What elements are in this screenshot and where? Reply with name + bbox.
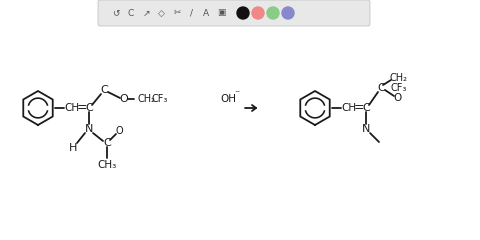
Text: CH₃: CH₃ bbox=[97, 160, 117, 170]
Text: CH₂: CH₂ bbox=[138, 94, 156, 104]
Text: =: = bbox=[77, 101, 87, 114]
Circle shape bbox=[282, 7, 294, 19]
Text: ⁻: ⁻ bbox=[234, 89, 240, 99]
Circle shape bbox=[252, 7, 264, 19]
Circle shape bbox=[237, 7, 249, 19]
Text: CH: CH bbox=[341, 103, 357, 113]
Text: ▣: ▣ bbox=[217, 8, 225, 18]
Text: CF₃: CF₃ bbox=[152, 94, 168, 104]
Text: N: N bbox=[362, 124, 370, 134]
Text: C: C bbox=[85, 103, 93, 113]
Text: C: C bbox=[377, 83, 385, 93]
Text: C: C bbox=[103, 138, 111, 148]
Text: ↗: ↗ bbox=[142, 8, 150, 18]
Text: =: = bbox=[354, 101, 364, 114]
Text: N: N bbox=[85, 124, 93, 134]
Text: CH: CH bbox=[64, 103, 80, 113]
Text: O: O bbox=[120, 94, 128, 104]
Text: ◇: ◇ bbox=[157, 8, 165, 18]
FancyBboxPatch shape bbox=[98, 0, 370, 26]
Text: C: C bbox=[362, 103, 370, 113]
Text: ✂: ✂ bbox=[173, 8, 181, 18]
Text: C: C bbox=[100, 85, 108, 95]
Text: /: / bbox=[191, 8, 193, 18]
Text: CH₂: CH₂ bbox=[390, 73, 408, 83]
Text: O: O bbox=[393, 93, 401, 103]
Text: OH: OH bbox=[220, 94, 236, 104]
Text: H: H bbox=[69, 143, 77, 153]
Circle shape bbox=[267, 7, 279, 19]
Text: CF₃: CF₃ bbox=[391, 83, 407, 93]
Text: C: C bbox=[128, 8, 134, 18]
Text: A: A bbox=[203, 8, 209, 18]
Text: O: O bbox=[115, 126, 123, 136]
Text: ↺: ↺ bbox=[112, 8, 120, 18]
